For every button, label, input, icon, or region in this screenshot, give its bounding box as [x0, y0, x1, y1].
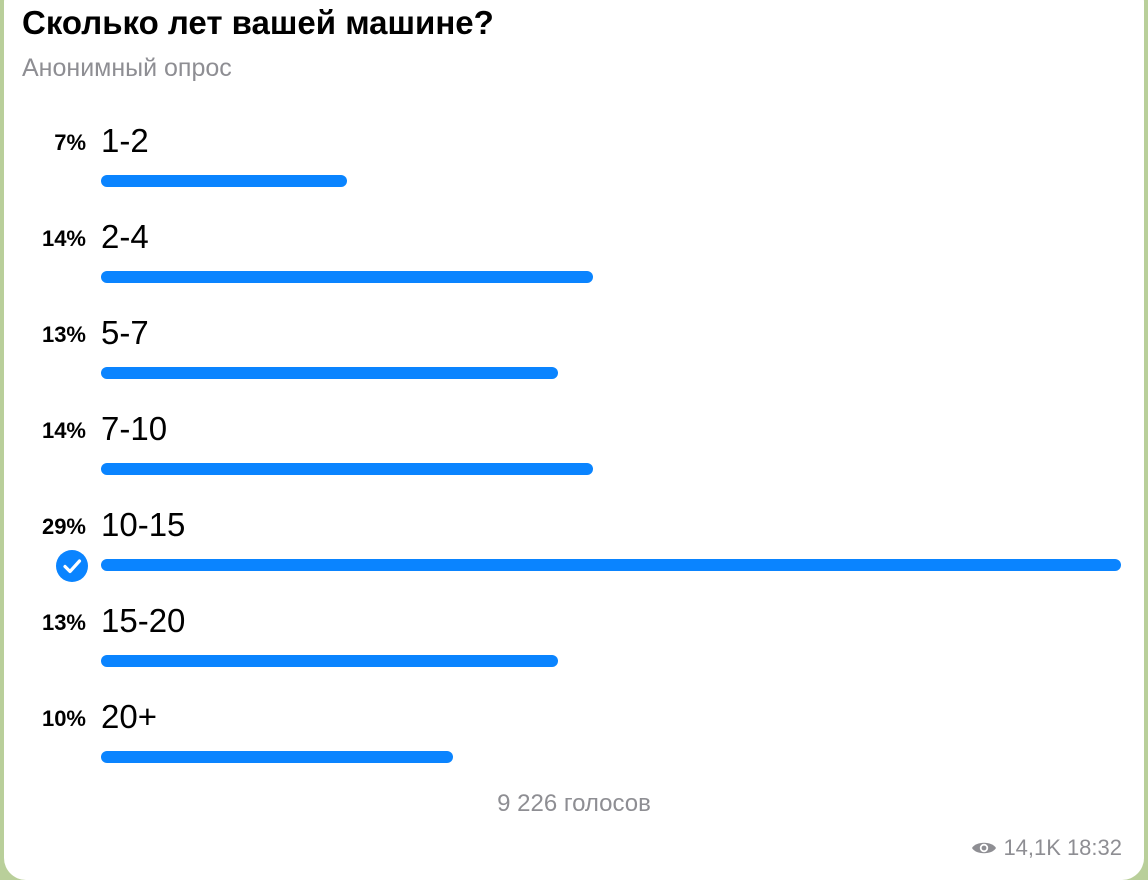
poll-option-percent: 7%	[54, 130, 86, 155]
poll-option-percent: 14%	[41, 226, 86, 251]
poll-option-label: 7-10	[101, 410, 168, 447]
poll-option-percent: 14%	[41, 418, 86, 443]
poll-option-bar	[101, 367, 558, 379]
poll-option-percent: 10%	[41, 706, 86, 731]
poll-option-bar-track	[101, 655, 1121, 667]
poll-option-label: 2-4	[101, 218, 149, 255]
checkmark-icon	[56, 550, 88, 582]
poll-option[interactable]: 29% 10-15	[0, 504, 1148, 600]
poll-option-bar	[101, 751, 453, 763]
poll-option-bar-track	[101, 463, 1121, 475]
poll-option-bar	[101, 463, 593, 475]
poll-option[interactable]: 13% 5-7	[0, 312, 1148, 408]
poll-option[interactable]: 14% 7-10	[0, 408, 1148, 504]
poll-message-bubble	[4, 0, 1144, 880]
poll-option-label: 5-7	[101, 314, 149, 351]
poll-option[interactable]: 14% 2-4	[0, 216, 1148, 312]
message-time: 18:32	[1066, 835, 1122, 860]
poll-option-label: 10-15	[101, 506, 186, 543]
poll-option-bar-track	[101, 559, 1121, 571]
poll-question: Сколько лет вашей машине?	[22, 4, 494, 41]
poll-option[interactable]: 10% 20+	[0, 696, 1148, 792]
poll-option-label: 15-20	[101, 602, 186, 639]
poll-option-label: 1-2	[101, 122, 149, 159]
poll-option-bar	[101, 271, 593, 283]
poll-option-bar	[101, 559, 1121, 571]
eye-icon	[972, 842, 997, 854]
poll-option-bar	[101, 175, 347, 187]
poll-option-label: 20+	[101, 698, 157, 735]
poll-option-percent: 29%	[41, 514, 86, 539]
poll-option-bar-track	[101, 751, 1121, 763]
poll-option-bar	[101, 655, 558, 667]
message-meta: 14,1K 18:32	[971, 835, 1122, 861]
poll-option-bar-track	[101, 271, 1121, 283]
poll-option[interactable]: 13% 15-20	[0, 600, 1148, 696]
views-count: 14,1K	[1003, 835, 1061, 860]
poll-option-bar-track	[101, 367, 1121, 379]
poll-option-bar-track	[101, 175, 1121, 187]
poll-option[interactable]: 7% 1-2	[0, 120, 1148, 216]
poll-option-percent: 13%	[41, 610, 86, 635]
poll-option-percent: 13%	[41, 322, 86, 347]
poll-total-votes[interactable]: 9 226 голосов	[497, 790, 651, 817]
poll-type-label: Анонимный опрос	[22, 54, 232, 82]
